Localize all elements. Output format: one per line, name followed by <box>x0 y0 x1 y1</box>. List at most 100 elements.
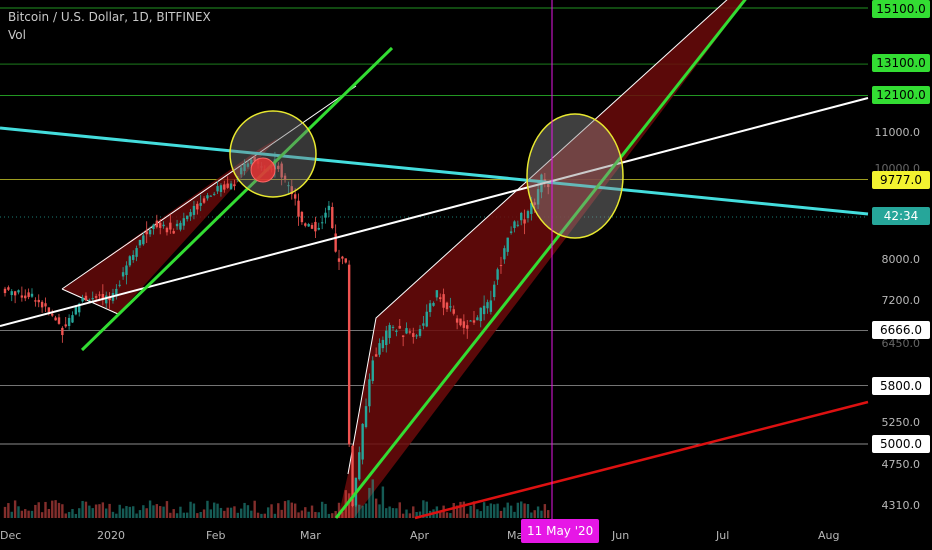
candle-body <box>64 324 67 327</box>
price-label-9777[interactable]: 9777.0 <box>872 171 930 189</box>
volume-bar <box>547 510 550 518</box>
channel-fill-right <box>338 0 746 518</box>
green-support-line-right <box>334 0 747 519</box>
volume-bar <box>74 513 78 518</box>
candle-body <box>145 231 148 235</box>
candle-body <box>290 186 293 195</box>
volume-bar <box>128 506 132 518</box>
candle-body <box>67 317 71 327</box>
candle-body <box>24 295 27 299</box>
volume-bar <box>513 511 516 518</box>
volume-bar <box>84 501 88 518</box>
volume-bar <box>324 503 327 518</box>
price-label-15100[interactable]: 15100.0 <box>872 0 930 18</box>
candle-body <box>152 224 155 230</box>
candle-body <box>253 156 256 162</box>
volume-bar <box>476 509 479 518</box>
candle-body <box>206 195 209 199</box>
candle-body <box>44 303 47 307</box>
candle-body <box>442 294 445 308</box>
volume-bar <box>371 479 374 518</box>
candle-body <box>128 256 132 266</box>
candle-body <box>445 302 449 310</box>
red-trend-line <box>414 400 869 520</box>
volume-bar <box>172 509 175 518</box>
time-tick: Feb <box>206 529 226 542</box>
candle-body <box>297 200 300 217</box>
trend-lines <box>0 0 869 520</box>
candle-body <box>449 306 452 308</box>
candle-body <box>159 222 162 228</box>
volume-bar <box>486 505 489 518</box>
volume-bar <box>462 501 466 518</box>
volume-bar <box>132 506 135 518</box>
volume-bar <box>88 505 91 518</box>
price-tick: 11000.0 <box>874 126 921 139</box>
candle-body <box>162 224 165 227</box>
candle-body <box>250 159 253 165</box>
volume-bar <box>260 513 263 518</box>
volume-bar <box>57 502 61 518</box>
volume-bar <box>425 501 428 518</box>
candle-body <box>212 193 216 195</box>
volume-bar <box>105 508 108 518</box>
volume-bar <box>101 502 105 518</box>
volume-bar <box>536 506 540 518</box>
price-label-6666[interactable]: 6666.0 <box>872 321 930 339</box>
candle-body <box>88 299 91 301</box>
price-label-5000[interactable]: 5000.0 <box>872 435 930 453</box>
volume-bar <box>24 509 27 518</box>
channel-top-right <box>347 0 728 475</box>
volume-bar <box>374 498 378 518</box>
candle-body <box>61 327 64 336</box>
volume-bar <box>526 504 530 518</box>
candle-body <box>226 183 229 188</box>
volume-bar <box>152 505 155 518</box>
volume-bar <box>47 508 51 518</box>
price-label-5800[interactable]: 5800.0 <box>872 377 930 395</box>
price-tick: 6450.0 <box>881 337 921 350</box>
cyan-resistance-line <box>0 126 869 216</box>
volume-bar <box>13 500 17 518</box>
price-label-12100[interactable]: 12100.0 <box>872 86 930 104</box>
candle-body <box>71 315 74 323</box>
volume-bar <box>145 508 148 518</box>
candle-body <box>196 203 199 210</box>
channel-top-left <box>61 85 357 290</box>
volume-bar <box>196 513 199 518</box>
candle-body <box>466 325 469 329</box>
volume-bar <box>405 509 408 518</box>
candle-body <box>503 248 506 260</box>
volume-bar <box>351 503 354 518</box>
volume-bar <box>540 510 543 518</box>
price-tick: 4310.0 <box>881 499 921 512</box>
candle-body <box>435 290 439 298</box>
volume-bar <box>412 506 415 518</box>
volume-bar <box>239 508 243 518</box>
candle-body <box>165 227 169 233</box>
volume-bar <box>202 509 206 518</box>
volume-bar <box>216 503 219 518</box>
volume-bar <box>142 505 145 518</box>
price-tick: 7200.0 <box>881 294 921 307</box>
volume-bar <box>236 512 240 518</box>
candle-body <box>108 296 111 301</box>
volume-bar <box>78 508 81 518</box>
candle-body <box>20 295 24 298</box>
candle-body <box>300 211 304 223</box>
volume-bar <box>209 509 213 518</box>
candle-body <box>310 225 314 229</box>
price-label-13100[interactable]: 13100.0 <box>872 54 930 72</box>
candle-body <box>121 272 125 277</box>
time-tick: Dec <box>0 529 22 542</box>
candle-body <box>513 221 516 229</box>
volume-bar <box>341 511 344 518</box>
volume-bar <box>44 501 47 518</box>
candle-body <box>115 288 118 297</box>
candle-body <box>10 291 13 296</box>
candle-body <box>327 205 331 211</box>
time-tick: Jun <box>612 529 630 542</box>
volume-bar <box>64 513 67 518</box>
volume-bar <box>263 513 266 518</box>
